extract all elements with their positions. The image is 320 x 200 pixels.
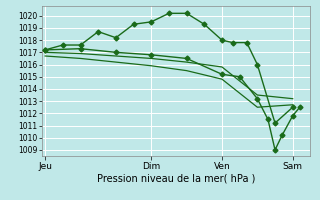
X-axis label: Pression niveau de la mer( hPa ): Pression niveau de la mer( hPa )	[97, 173, 255, 183]
